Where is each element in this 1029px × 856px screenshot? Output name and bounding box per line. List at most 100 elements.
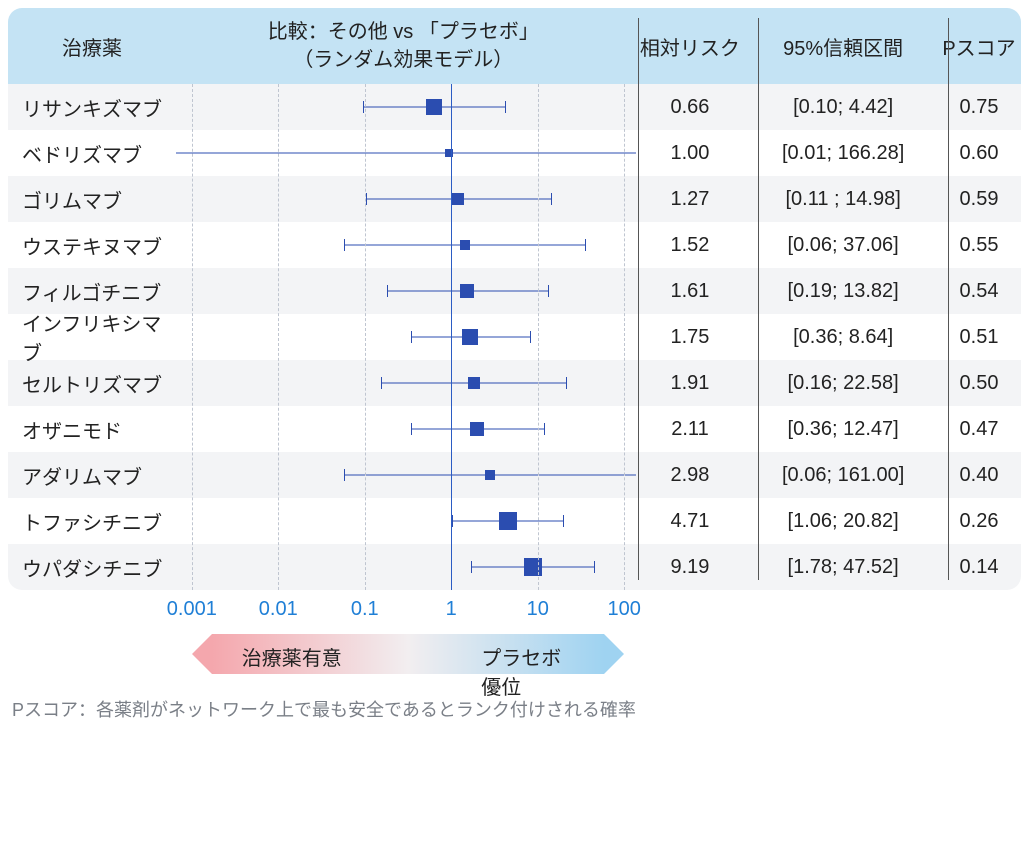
axis-tick-label: 100 xyxy=(608,598,641,621)
rr-value: 1.91 xyxy=(631,372,750,395)
column-separator xyxy=(948,18,949,580)
forest-cell xyxy=(176,130,631,176)
ci-cap-low xyxy=(411,331,412,343)
pscore-value: 0.14 xyxy=(937,556,1021,579)
treatment-name: アダリムマブ xyxy=(8,461,176,490)
pscore-value: 0.40 xyxy=(937,464,1021,487)
pscore-value: 0.54 xyxy=(937,280,1021,303)
rr-value: 1.61 xyxy=(631,280,750,303)
grid-tick-line xyxy=(624,84,625,590)
rr-value: 9.19 xyxy=(631,556,750,579)
rr-value: 4.71 xyxy=(631,510,750,533)
table-row: インフリキシマブ1.75[0.36; 8.64]0.51 xyxy=(8,314,1021,360)
rr-value: 1.52 xyxy=(631,234,750,257)
header-forest-line1: 比較：その他 vs 「プラセボ」 xyxy=(176,18,631,46)
treatment-name: ウパダシチニブ xyxy=(8,553,176,582)
axis-tick-label: 10 xyxy=(527,598,549,621)
axis-row: 0.0010.010.1110100 xyxy=(8,594,1021,628)
point-estimate xyxy=(462,329,478,345)
treatment-name: セルトリズマブ xyxy=(8,369,176,398)
point-estimate xyxy=(499,512,517,530)
ci-value: [1.78; 47.52] xyxy=(749,556,937,579)
header-forest: 比較：その他 vs 「プラセボ」 （ランダム効果モデル） xyxy=(176,18,631,74)
axis-tick-label: 0.001 xyxy=(167,598,217,621)
forest-cell xyxy=(176,406,631,452)
ci-value: [0.06; 161.00] xyxy=(749,464,937,487)
forest-cell xyxy=(176,176,631,222)
rr-value: 1.00 xyxy=(631,142,750,165)
ci-cap-high xyxy=(551,193,552,205)
forest-plot-container: 治療薬 比較：その他 vs 「プラセボ」 （ランダム効果モデル） 相対リスク 9… xyxy=(8,8,1021,590)
rr-value: 2.98 xyxy=(631,464,750,487)
ci-cap-high xyxy=(530,331,531,343)
table-row: オザニモド 2.11[0.36; 12.47]0.47 xyxy=(8,406,1021,452)
point-estimate xyxy=(485,470,495,480)
rr-value: 1.75 xyxy=(631,326,750,349)
grid-tick-line xyxy=(365,84,366,590)
header-pscore: Pスコア xyxy=(937,32,1021,61)
ci-value: [1.06; 20.82] xyxy=(749,510,937,533)
data-rows: リサンキズマブ0.66[0.10; 4.42]0.75ベドリズマブ1.00[0.… xyxy=(8,84,1021,590)
ci-cap-high xyxy=(544,423,545,435)
treatment-name: オザニモド xyxy=(8,415,176,444)
ci-cap-low xyxy=(366,193,367,205)
treatment-name: ベドリズマブ xyxy=(8,139,176,168)
treatment-name: ゴリムマブ xyxy=(8,185,176,214)
ci-value: [0.01; 166.28] xyxy=(749,142,937,165)
legend-arrow: 治療薬有意プラセボ優位 xyxy=(8,634,1021,674)
point-estimate xyxy=(524,558,542,576)
legend-label-right: プラセボ優位 xyxy=(481,642,574,700)
pscore-value: 0.75 xyxy=(937,96,1021,119)
ci-cap-low xyxy=(411,423,412,435)
rr-value: 1.27 xyxy=(631,188,750,211)
treatment-name: トファシチニブ xyxy=(8,507,176,536)
table-row: トファシチニブ4.71[1.06; 20.82]0.26 xyxy=(8,498,1021,544)
rr-value: 2.11 xyxy=(631,418,750,441)
legend-label-left: 治療薬有意 xyxy=(242,642,342,671)
table-row: ウパダシチニブ 9.19[1.78; 47.52]0.14 xyxy=(8,544,1021,590)
header-row: 治療薬 比較：その他 vs 「プラセボ」 （ランダム効果モデル） 相対リスク 9… xyxy=(8,8,1021,84)
grid-tick-line xyxy=(538,84,539,590)
column-separator xyxy=(638,18,639,580)
ci-cap-low xyxy=(363,101,364,113)
forest-cell xyxy=(176,360,631,406)
ci-cap-high xyxy=(594,561,595,573)
treatment-name: リサンキズマブ xyxy=(8,93,176,122)
treatment-name: ウステキヌマブ xyxy=(8,231,176,260)
pscore-value: 0.51 xyxy=(937,326,1021,349)
forest-cell xyxy=(176,268,631,314)
point-estimate xyxy=(460,284,474,298)
treatment-name: インフリキシマブ xyxy=(8,308,176,366)
axis-tick-label: 0.01 xyxy=(259,598,298,621)
table-row: アダリムマブ 2.98[0.06; 161.00]0.40 xyxy=(8,452,1021,498)
table-row: ゴリムマブ 1.27[0.11 ; 14.98]0.59 xyxy=(8,176,1021,222)
ci-value: [0.36; 12.47] xyxy=(749,418,937,441)
forest-cell xyxy=(176,544,631,590)
point-estimate xyxy=(426,99,442,115)
ci-cap-low xyxy=(387,285,388,297)
ci-cap-high xyxy=(566,377,567,389)
ci-value: [0.11 ; 14.98] xyxy=(749,188,937,211)
grid-tick-line xyxy=(192,84,193,590)
ci-value: [0.06; 37.06] xyxy=(749,234,937,257)
point-estimate xyxy=(452,193,464,205)
treatment-name: フィルゴチニブ xyxy=(8,277,176,306)
point-estimate xyxy=(460,240,470,250)
header-forest-line2: （ランダム効果モデル） xyxy=(176,46,631,74)
pscore-value: 0.47 xyxy=(937,418,1021,441)
ci-value: [0.10; 4.42] xyxy=(749,96,937,119)
ci-whisker xyxy=(176,153,636,154)
header-rr: 相対リスク xyxy=(631,32,750,61)
table-row: セルトリズマブ1.91[0.16; 22.58]0.50 xyxy=(8,360,1021,406)
forest-cell xyxy=(176,84,631,130)
table-row: ベドリズマブ1.00[0.01; 166.28]0.60 xyxy=(8,130,1021,176)
header-treatment: 治療薬 xyxy=(8,32,176,61)
header-ci: 95%信頼区間 xyxy=(749,32,937,61)
point-estimate xyxy=(468,377,480,389)
axis-tick-label: 0.1 xyxy=(351,598,379,621)
forest-cell xyxy=(176,498,631,544)
grid-tick-line xyxy=(278,84,279,590)
ci-cap-high xyxy=(585,239,586,251)
forest-cell xyxy=(176,222,631,268)
pscore-value: 0.59 xyxy=(937,188,1021,211)
